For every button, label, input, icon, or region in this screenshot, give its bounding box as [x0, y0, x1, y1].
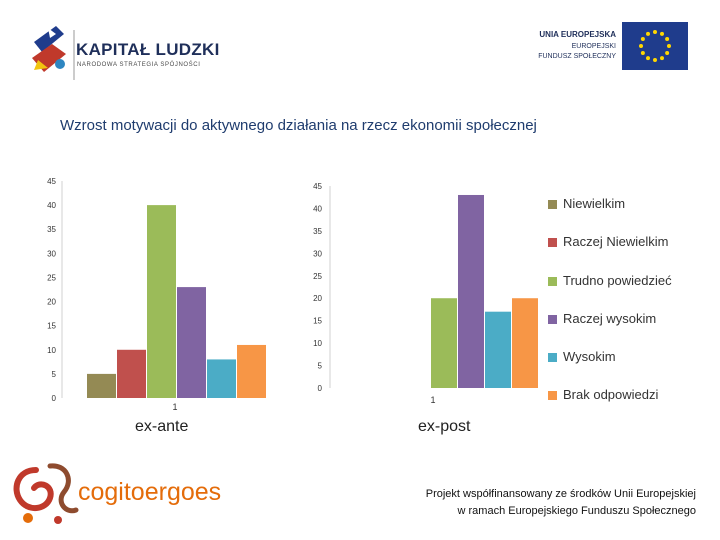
- eu-star: [660, 56, 664, 61]
- legend-label: Wysokim: [563, 349, 616, 364]
- y-tick-label: 5: [52, 370, 57, 379]
- x-category-label: 1: [430, 395, 435, 405]
- legend-swatch: [548, 353, 557, 363]
- bar-raczej-niewielkim: [117, 349, 146, 398]
- bar-wysokim: [485, 311, 511, 388]
- eu-star: [665, 37, 670, 41]
- bar-trudno-powiedzieć: [147, 205, 176, 398]
- eu-flag-icon: [622, 22, 688, 70]
- legend-label: Brak odpowiedzi: [563, 387, 659, 402]
- cogitoergoes-wordmark: cogitoergoes: [78, 478, 222, 506]
- bar-brak-odpowiedzi: [512, 298, 538, 388]
- eu-star: [646, 31, 650, 36]
- bar-raczej-wysokim: [177, 287, 206, 398]
- eu-star: [646, 56, 650, 61]
- eu-title: UNIA EUROPEJSKA: [539, 30, 616, 39]
- y-tick-label: 45: [47, 177, 56, 186]
- y-tick-label: 20: [47, 298, 56, 307]
- y-tick-label: 30: [313, 249, 322, 258]
- legend-label: Raczej Niewielkim: [563, 234, 669, 249]
- legend-swatch: [548, 200, 557, 210]
- chart-label-ex-ante: ex-ante: [135, 418, 189, 435]
- bar-brak-odpowiedzi: [237, 344, 266, 398]
- y-tick-label: 40: [47, 201, 56, 210]
- legend-item-trudno-powiedziec: Trudno powiedzieć: [548, 273, 672, 288]
- y-tick-label: 0: [52, 394, 57, 403]
- eu-star: [665, 51, 670, 55]
- y-tick-label: 20: [313, 294, 322, 303]
- legend-item-raczej-wysokim: Raczej wysokim: [548, 311, 657, 326]
- legend-swatch: [548, 315, 557, 325]
- y-tick-label: 15: [47, 322, 56, 331]
- legend-swatch: [548, 238, 557, 248]
- x-category-label: 1: [172, 402, 177, 412]
- y-tick-label: 10: [313, 339, 322, 348]
- legend-item-niewielkim: Niewielkim: [548, 196, 626, 211]
- legend-label: Trudno powiedzieć: [563, 273, 672, 288]
- chart-ex-ante: 0 5 10 15 20 25 30 35 40 45 1: [47, 177, 266, 412]
- chart-label-ex-post: ex-post: [418, 418, 471, 435]
- y-tick-label: 10: [47, 346, 56, 355]
- legend-item-raczej-niewielkim: Raczej Niewielkim: [548, 234, 669, 249]
- legend-item-wysokim: Wysokim: [548, 349, 616, 364]
- legend-swatch: [548, 391, 557, 401]
- y-tick-label: 25: [47, 273, 56, 282]
- bar-wysokim: [207, 359, 236, 398]
- y-tick-label: 25: [313, 272, 322, 281]
- legend-label: Raczej wysokim: [563, 311, 657, 326]
- y-tick-label: 40: [313, 204, 322, 213]
- chart-ex-post: 0 5 10 15 20 25 30 35 40 45 1: [313, 182, 538, 405]
- cogitoergoes-logo: [13, 463, 79, 524]
- legend-swatch: [548, 277, 557, 287]
- eu-line-3: FUNDUSZ SPOŁECZNY: [538, 53, 616, 60]
- legend-item-brak-odpowiedzi: Brak odpowiedzi: [548, 387, 659, 402]
- y-tick-label: 45: [313, 182, 322, 191]
- eu-star: [660, 31, 664, 36]
- charts-area: 0 5 10 15 20 25 30 35 40 45 1 0 5 10 15 20 25 30 35 40 45 1: [47, 177, 538, 412]
- chart-title: Wzrost motywacji do aktywnego działania …: [60, 117, 537, 134]
- y-tick-label: 35: [313, 227, 322, 236]
- eu-star: [653, 30, 657, 34]
- eu-star: [653, 58, 657, 62]
- eu-star: [667, 44, 671, 48]
- bar-niewielkim: [87, 373, 116, 398]
- kapital-ludzki-subtitle: NARODOWA STRATEGIA SPÓJNOŚCI: [77, 62, 201, 68]
- y-tick-label: 35: [47, 225, 56, 234]
- eu-line-2: EUROPEJSKI: [571, 43, 616, 50]
- kapital-ludzki-title: KAPITAŁ LUDZKI: [76, 40, 220, 59]
- y-tick-label: 0: [318, 384, 323, 393]
- eu-star: [640, 37, 645, 41]
- kapital-ludzki-logo: [32, 26, 75, 80]
- footer-line-1: Projekt współfinansowany ze środków Unii…: [425, 488, 696, 500]
- y-tick-label: 15: [313, 317, 322, 326]
- bar-raczej-wysokim: [458, 194, 484, 388]
- bar-trudno-powiedzieć: [431, 298, 457, 388]
- eu-star: [640, 51, 645, 55]
- y-tick-label: 30: [47, 249, 56, 258]
- footer-line-2: w ramach Europejskiego Funduszu Społeczn…: [457, 505, 696, 517]
- legend-label: Niewielkim: [563, 196, 626, 211]
- y-tick-label: 5: [318, 362, 323, 371]
- eu-star: [639, 44, 643, 48]
